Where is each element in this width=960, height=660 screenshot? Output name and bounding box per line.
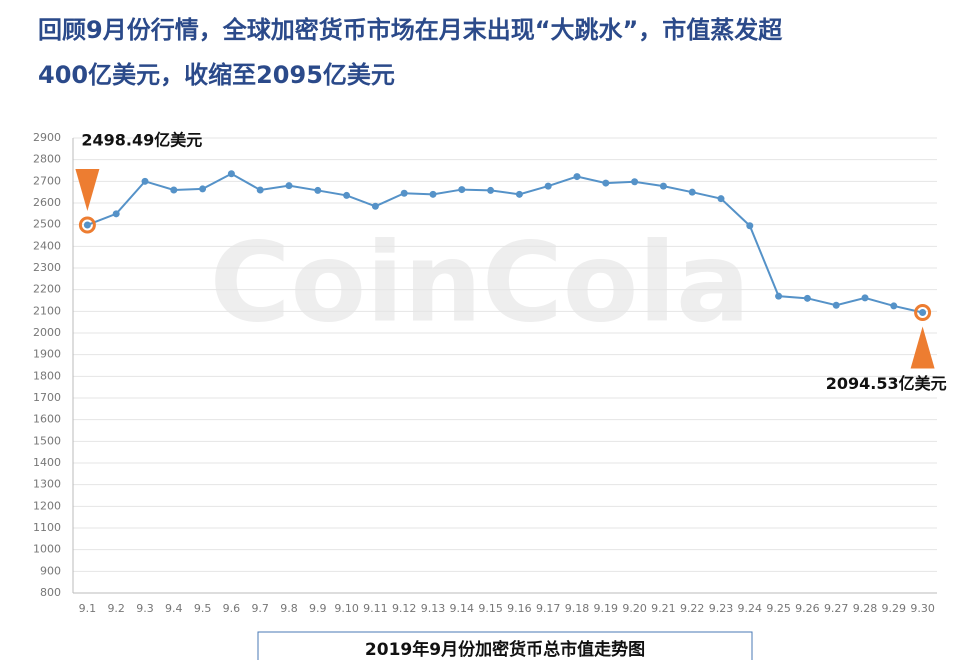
data-line (87, 172, 923, 314)
highlight-ring (78, 216, 96, 234)
y-tick-label: 2200 (33, 283, 61, 296)
x-tick-label: 9.17 (536, 602, 561, 615)
watermark: CoinCola (210, 218, 751, 346)
data-point (832, 301, 840, 309)
data-point (429, 190, 437, 198)
data-point (112, 210, 120, 218)
y-tick-label: 1000 (33, 543, 61, 556)
y-tick-label: 2000 (33, 326, 61, 339)
title-box (257, 631, 753, 660)
heading-line: 回顾9月份行情，全球加密货币市场在月末出现“大跳水”，市值蒸发超 (38, 16, 783, 44)
x-tick-label: 9.19 (594, 602, 619, 615)
data-point (602, 179, 610, 187)
data-point (400, 189, 408, 197)
data-point (83, 221, 91, 229)
x-tick-label: 9.1 (79, 602, 97, 615)
data-point (775, 292, 783, 300)
data-point (487, 186, 495, 194)
data-point (170, 186, 178, 194)
x-tick-label: 9.23 (709, 602, 734, 615)
data-point (717, 195, 725, 203)
data-point (314, 186, 322, 194)
data-point (343, 191, 351, 199)
x-tick-label: 9.2 (107, 602, 125, 615)
highlight-ring (914, 304, 932, 322)
y-tick-label: 2500 (33, 218, 61, 231)
data-point (861, 294, 869, 302)
x-tick-label: 9.24 (738, 602, 763, 615)
data-point (285, 182, 293, 190)
y-tick-label: 2400 (33, 239, 61, 252)
y-tick-label: 1100 (33, 521, 61, 534)
chart-title: 2019年9月份加密货币总市值走势图 (365, 639, 645, 660)
x-tick-label: 9.3 (136, 602, 154, 615)
data-point (227, 170, 235, 178)
data-point (919, 309, 927, 317)
x-tick-label: 9.11 (363, 602, 388, 615)
x-tick-label: 9.8 (280, 602, 298, 615)
heading-line: 400亿美元，收缩至2095亿美元 (38, 61, 395, 89)
x-tick-label: 9.30 (910, 602, 935, 615)
y-tick-label: 800 (40, 586, 61, 599)
x-tick-label: 9.16 (507, 602, 532, 615)
data-point (141, 177, 149, 185)
data-point (458, 186, 466, 194)
heading: 回顾9月份行情，全球加密货币市场在月末出现“大跳水”，市值蒸发超 400亿美元，收… (38, 8, 782, 98)
data-point (199, 185, 207, 193)
x-tick-label: 9.7 (251, 602, 269, 615)
y-tick-label: 2900 (33, 131, 61, 144)
data-point (746, 222, 754, 230)
y-tick-label: 2800 (33, 153, 61, 166)
data-point (631, 178, 639, 186)
pointer-arrow (75, 168, 100, 211)
x-tick-label: 9.25 (766, 602, 791, 615)
y-tick-label: 1400 (33, 456, 61, 469)
data-point (256, 186, 264, 194)
x-tick-label: 9.9 (309, 602, 327, 615)
data-point (544, 182, 552, 190)
x-tick-label: 9.12 (392, 602, 417, 615)
y-tick-label: 1300 (33, 478, 61, 491)
y-tick-label: 1700 (33, 391, 61, 404)
x-tick-label: 9.15 (478, 602, 503, 615)
y-tick-label: 900 (40, 564, 61, 577)
y-tick-label: 1600 (33, 413, 61, 426)
value-label: 2498.49亿美元 (81, 130, 202, 149)
data-point (659, 182, 667, 190)
y-tick-label: 2300 (33, 261, 61, 274)
x-tick-label: 9.18 (565, 602, 590, 615)
y-tick-label: 1500 (33, 434, 61, 447)
pointer-arrow (910, 326, 935, 369)
data-point (890, 302, 898, 310)
x-tick-label: 9.6 (223, 602, 241, 615)
x-tick-label: 9.20 (622, 602, 647, 615)
x-tick-label: 9.27 (824, 602, 849, 615)
x-tick-label: 9.5 (194, 602, 212, 615)
y-tick-label: 1200 (33, 499, 61, 512)
x-tick-label: 9.26 (795, 602, 820, 615)
x-tick-label: 9.29 (882, 602, 907, 615)
x-tick-label: 9.22 (680, 602, 705, 615)
y-tick-label: 2600 (33, 196, 61, 209)
x-tick-label: 9.10 (334, 602, 359, 615)
data-point (803, 294, 811, 302)
data-point (515, 190, 523, 198)
x-tick-label: 9.21 (651, 602, 676, 615)
x-tick-label: 9.13 (421, 602, 446, 615)
x-tick-label: 9.4 (165, 602, 183, 615)
data-point (371, 202, 379, 210)
x-tick-label: 9.28 (853, 602, 878, 615)
y-tick-label: 1800 (33, 369, 61, 382)
x-tick-label: 9.14 (450, 602, 475, 615)
data-point (573, 173, 581, 181)
y-tick-label: 2100 (33, 304, 61, 317)
y-tick-label: 1900 (33, 348, 61, 361)
data-point (688, 188, 696, 196)
value-label: 2094.53亿美元 (826, 374, 947, 393)
y-tick-label: 2700 (33, 174, 61, 187)
